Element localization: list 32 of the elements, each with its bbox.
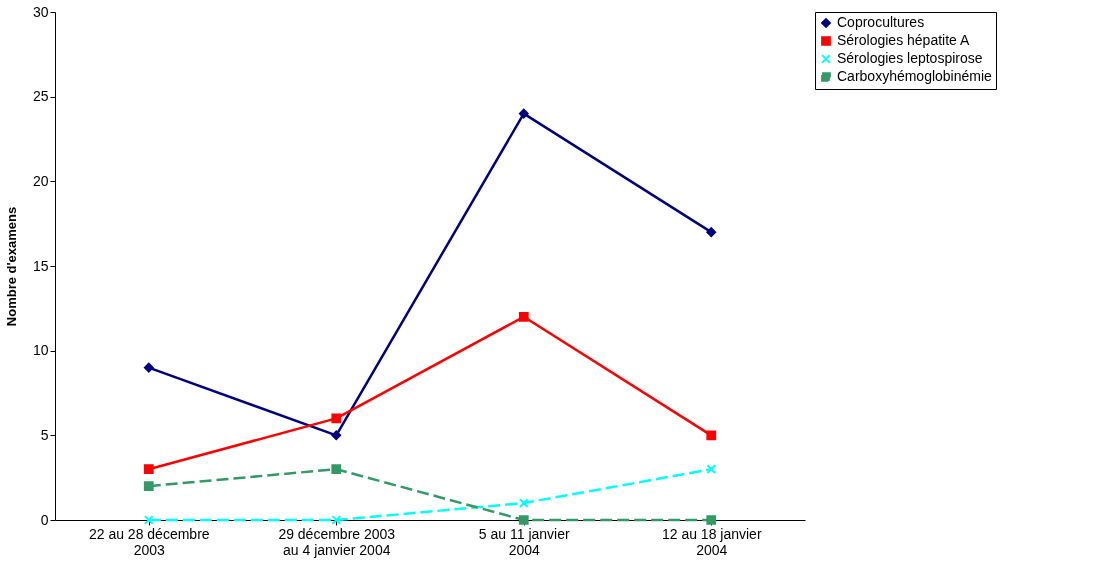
x-tick-label: 5 au 11 janvier 2004 bbox=[478, 525, 570, 558]
point bbox=[706, 464, 717, 475]
point bbox=[518, 515, 529, 525]
legend-label: Carboxyhémoglobinémie bbox=[837, 68, 993, 84]
legend-label: Coprocultures bbox=[837, 14, 925, 30]
x-tick-label: 22 au 28 décembre 2003 bbox=[88, 525, 210, 558]
y-tick-label: 20 bbox=[32, 172, 49, 189]
point bbox=[143, 515, 154, 525]
x-tick-label: 29 décembre 2003 au 4 janvier 2004 bbox=[278, 525, 396, 558]
point bbox=[706, 430, 717, 441]
point bbox=[331, 515, 342, 525]
y-tick-label: 25 bbox=[32, 88, 49, 105]
point bbox=[518, 108, 529, 119]
point bbox=[518, 498, 529, 508]
x-tick-label: 12 au 18 janvier 2004 bbox=[661, 525, 762, 558]
y-tick-label: 0 bbox=[40, 511, 49, 528]
point bbox=[331, 430, 342, 441]
point bbox=[706, 515, 717, 525]
point bbox=[706, 227, 717, 238]
point bbox=[143, 481, 154, 492]
y-tick-label: 5 bbox=[40, 426, 49, 443]
point bbox=[331, 464, 342, 475]
point bbox=[143, 362, 154, 373]
y-tick-label: 10 bbox=[32, 342, 49, 359]
y-axis-title: Nombre d'examens bbox=[3, 206, 19, 327]
point bbox=[331, 413, 342, 424]
y-tick-label: 30 bbox=[32, 3, 49, 20]
legend-label: Sérologies leptospirose bbox=[837, 50, 983, 66]
point bbox=[518, 311, 529, 322]
point bbox=[143, 464, 154, 475]
legend-label: Sérologies hépatite A bbox=[837, 32, 970, 48]
y-tick-label: 15 bbox=[32, 257, 49, 274]
